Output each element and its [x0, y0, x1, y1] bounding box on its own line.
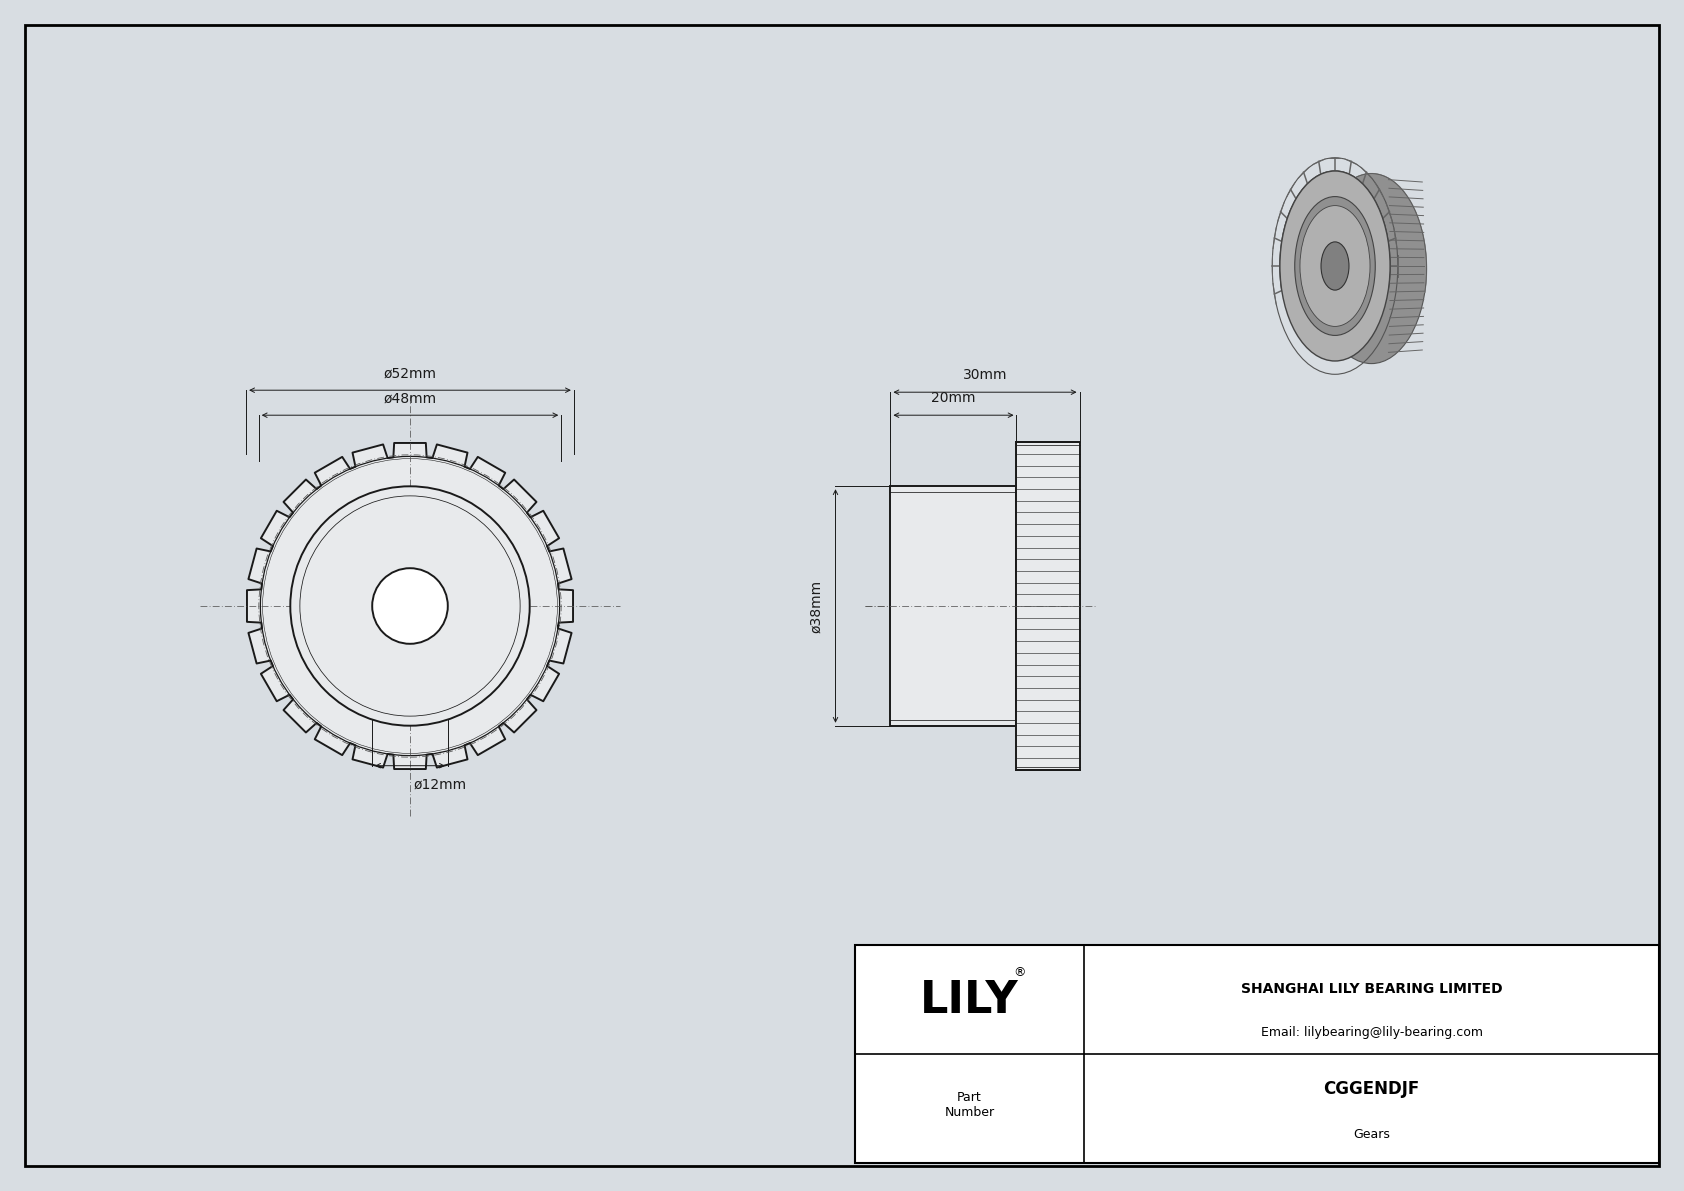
- Polygon shape: [1280, 172, 1426, 292]
- Text: ø48mm: ø48mm: [384, 391, 436, 405]
- Bar: [1017, 442, 1079, 769]
- Ellipse shape: [1295, 197, 1376, 336]
- Bar: [855, 944, 1659, 1162]
- Circle shape: [372, 568, 448, 644]
- Ellipse shape: [1320, 242, 1349, 291]
- Text: CGGENDJF: CGGENDJF: [1324, 1080, 1420, 1098]
- Ellipse shape: [1280, 172, 1389, 361]
- Text: 20mm: 20mm: [931, 391, 975, 405]
- Polygon shape: [248, 443, 573, 769]
- Text: ø12mm: ø12mm: [414, 778, 466, 792]
- Ellipse shape: [1300, 206, 1371, 326]
- Text: ø38mm: ø38mm: [810, 580, 823, 632]
- Bar: [891, 486, 1017, 725]
- Text: Email: lilybearing@lily-bearing.com: Email: lilybearing@lily-bearing.com: [1261, 1025, 1482, 1039]
- Text: 30mm: 30mm: [963, 368, 1007, 382]
- Ellipse shape: [1317, 174, 1426, 363]
- Text: SHANGHAI LILY BEARING LIMITED: SHANGHAI LILY BEARING LIMITED: [1241, 981, 1502, 996]
- Text: ®: ®: [1014, 966, 1026, 979]
- Text: ø52mm: ø52mm: [384, 366, 436, 380]
- Text: Part
Number: Part Number: [945, 1091, 995, 1120]
- Text: Gears: Gears: [1354, 1128, 1389, 1141]
- Circle shape: [290, 486, 530, 725]
- Text: LILY: LILY: [919, 979, 1019, 1022]
